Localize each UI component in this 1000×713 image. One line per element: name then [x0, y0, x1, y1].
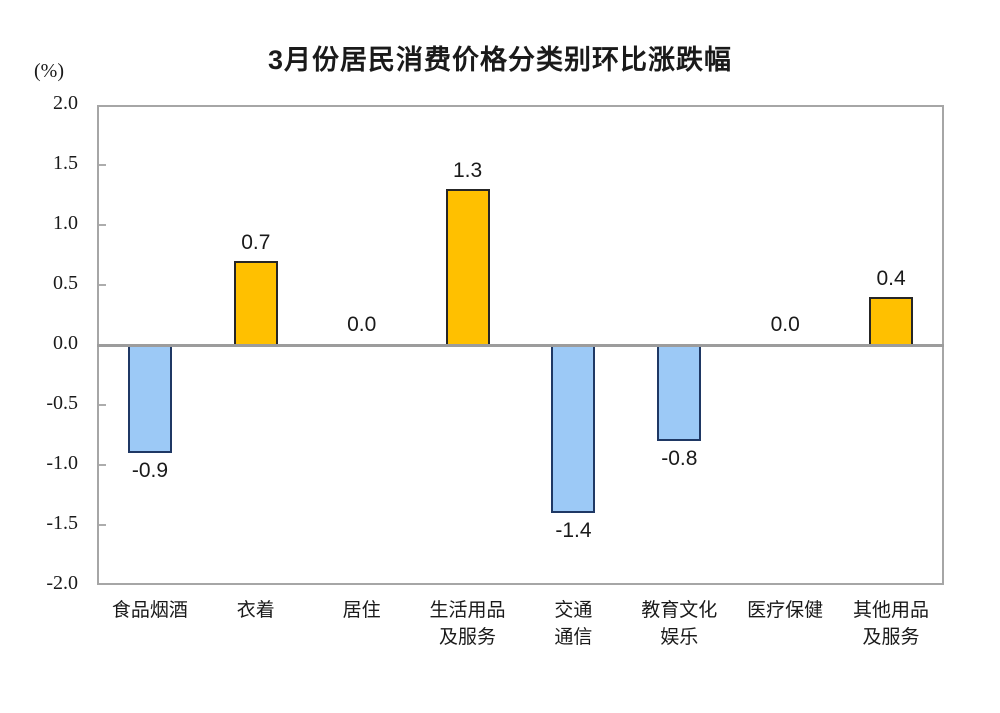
bar-6: [657, 345, 702, 441]
x-category-label: 衣着: [195, 597, 317, 624]
y-axis-tick-label: 0.5: [53, 272, 78, 294]
y-axis-tick-mark: [99, 224, 106, 226]
y-axis-tick-label: 2.0: [53, 92, 78, 114]
bar-value-label: 0.4: [876, 267, 906, 290]
x-category-label-line: 交通: [554, 600, 593, 621]
x-category-label: 其他用品 及服务: [830, 597, 952, 651]
y-axis-tick-mark: [99, 164, 106, 166]
x-category-label-line: 居住: [342, 600, 381, 621]
x-category-label-line: 娱乐: [660, 627, 699, 648]
bar-value-label: 0.0: [770, 313, 800, 336]
y-axis-tick-mark: [99, 284, 106, 286]
bar-5: [551, 345, 596, 513]
y-axis-tick-label: -1.5: [46, 512, 78, 534]
x-category-label-line: 教育文化: [641, 600, 718, 621]
x-category-label-line: 及服务: [439, 627, 497, 648]
y-axis-tick-mark: [99, 404, 106, 406]
bar-value-label: 1.3: [452, 159, 483, 182]
x-category-label: 食品烟酒: [89, 597, 211, 624]
bar-8: [869, 297, 914, 345]
x-category-label-line: 医疗保健: [747, 600, 824, 621]
y-axis-tick-label: 1.5: [53, 152, 78, 174]
x-category-label-line: 其他用品: [853, 600, 930, 621]
bar-value-label: 0.0: [347, 313, 377, 336]
x-category-label: 交通 通信: [512, 597, 634, 651]
x-category-label-line: 及服务: [862, 627, 920, 648]
x-category-label: 生活用品 及服务: [407, 597, 529, 651]
y-axis-tick-mark: [99, 464, 106, 466]
bar-value-label: -0.9: [131, 459, 169, 482]
x-category-label: 居住: [301, 597, 423, 624]
y-axis-tick-label: -2.0: [46, 572, 78, 594]
y-axis-tick-label: 0.0: [53, 332, 78, 354]
x-category-label-line: 食品烟酒: [111, 600, 188, 621]
x-category-label-line: 生活用品: [429, 600, 506, 621]
y-axis-tick-label: -0.5: [46, 392, 78, 414]
bar-2: [233, 261, 278, 345]
y-axis-tick-label: 1.0: [53, 212, 78, 234]
zero-baseline: [97, 343, 944, 347]
chart-title: 3月份居民消费价格分类别环比涨跌幅: [267, 45, 732, 75]
bar-1: [127, 345, 172, 453]
bar-value-label: -0.8: [661, 447, 698, 470]
y-axis-unit-label: (%): [34, 60, 64, 82]
x-category-label: 医疗保健: [724, 597, 846, 624]
bar-value-label: -1.4: [555, 519, 592, 542]
y-axis-tick-label: -1.0: [46, 452, 78, 474]
y-axis-tick-mark: [99, 524, 106, 526]
x-category-label: 教育文化 娱乐: [618, 597, 740, 651]
bar-4: [445, 189, 490, 345]
x-category-label-line: 通信: [554, 627, 593, 648]
bar-value-label: 0.7: [241, 231, 271, 254]
x-category-label-line: 衣着: [236, 600, 275, 621]
